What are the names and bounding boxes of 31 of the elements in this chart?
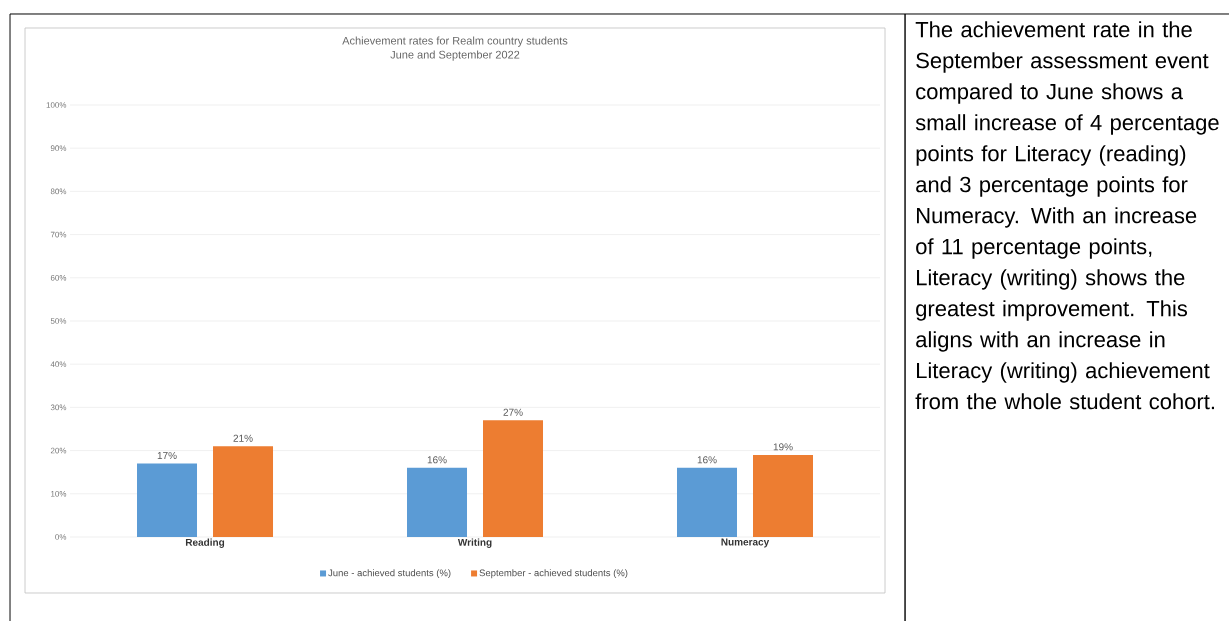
y-tick-label: 90% <box>50 145 67 152</box>
data-label: 21% <box>233 434 253 442</box>
data-label: 16% <box>427 456 447 464</box>
y-tick-label: 70% <box>50 231 67 238</box>
text: The achievement rate in the September assessment event compared to June shows a small increase of 4 percentage points for Literacy (reading) and 3 percentage points for Numeracy. With an increase of 11 percentage points, Literacy (writing) shows the greatest improvement. This aligns with an increase in Literacy (writing) achievement from the whole student cohort. <box>915 21 1219 410</box>
bar <box>753 454 813 537</box>
y-tick-label: 100% <box>46 102 67 108</box>
y-tick-label: 20% <box>50 447 67 454</box>
x-tick-label: Numeracy <box>721 538 770 548</box>
y-tick-label: 30% <box>50 404 67 411</box>
y-tick-label: 80% <box>50 188 67 195</box>
y-tick-label: 50% <box>50 318 67 324</box>
y-tick-label: 0% <box>55 534 67 540</box>
bar <box>137 463 198 537</box>
data-label: 17% <box>157 452 177 460</box>
y-tick-label: 60% <box>50 274 67 281</box>
data-label: 27% <box>503 408 523 416</box>
data-label: 16% <box>697 456 717 464</box>
chart-title: Achievement rates for Realm country students <box>342 36 568 47</box>
x-tick-label: Reading <box>185 538 225 548</box>
data-label: 19% <box>773 443 793 451</box>
bar <box>213 446 274 537</box>
bar <box>407 467 468 537</box>
legend-label: September - achieved students (%) <box>479 569 628 579</box>
y-tick-label: 10% <box>51 490 67 497</box>
bar <box>677 467 737 537</box>
chart-subtitle: June and September 2022 <box>390 50 520 61</box>
legend-label: June - achieved students (%) <box>328 569 451 579</box>
x-tick-label: Writing <box>457 538 492 548</box>
y-tick-label: 40% <box>50 361 67 368</box>
bar <box>483 420 544 537</box>
